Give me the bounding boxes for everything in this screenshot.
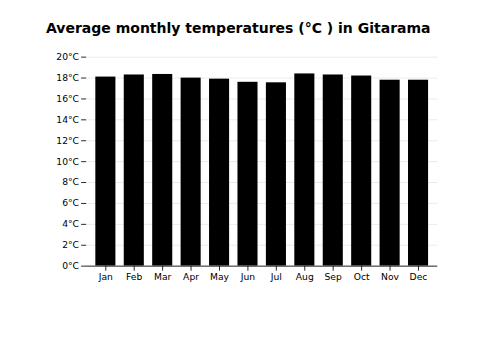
svg-text:Dec: Dec (410, 271, 428, 282)
svg-text:Apr: Apr (183, 271, 199, 282)
svg-text:Jan: Jan (98, 271, 113, 282)
svg-text:10°C: 10°C (56, 156, 79, 167)
svg-text:Feb: Feb (126, 271, 142, 282)
svg-text:12°C: 12°C (56, 135, 79, 146)
svg-text:8°C: 8°C (62, 176, 79, 187)
svg-text:Jul: Jul (270, 271, 282, 282)
svg-text:Oct: Oct (354, 271, 370, 282)
svg-text:16°C: 16°C (56, 93, 79, 104)
svg-text:20°C: 20°C (56, 51, 79, 62)
svg-text:Mar: Mar (154, 271, 172, 282)
html-text:Average monthly temperatures (: Average monthly temperatures (°C ) in Gi… (46, 20, 431, 36)
svg-text:May: May (210, 271, 230, 282)
svg-text:Nov: Nov (381, 271, 399, 282)
svg-text:18°C: 18°C (56, 72, 79, 83)
svg-text:Sep: Sep (325, 271, 342, 282)
svg-text:2°C: 2°C (62, 239, 79, 250)
svg-text:14°C: 14°C (56, 114, 79, 125)
svg-text:4°C: 4°C (62, 218, 79, 229)
svg-text:Jun: Jun (240, 271, 256, 282)
svg-text:Aug: Aug (296, 271, 314, 282)
svg-text:0°C: 0°C (62, 260, 79, 271)
svg-text:6°C: 6°C (62, 197, 79, 208)
